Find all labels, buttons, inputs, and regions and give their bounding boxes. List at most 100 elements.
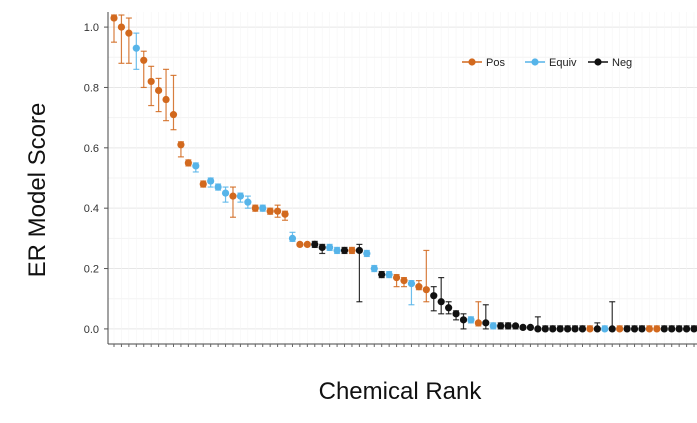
data-point-equiv [407,280,416,288]
legend-key-point [468,58,476,66]
legend-key-point [531,58,539,66]
data-point-pos [147,77,155,86]
data-point-pos [422,286,430,294]
data-point-neg [534,325,542,333]
error-bar [118,14,125,64]
error-bar [125,17,132,64]
data-point-neg [668,325,676,333]
data-point-pos [140,56,148,64]
data-point-neg [675,325,683,333]
x-tick-marks [113,344,695,347]
data-point-pos [199,180,207,188]
data-point-pos [616,325,624,333]
data-point-pos [184,159,192,167]
data-point-pos [273,207,282,215]
data-points [110,14,697,333]
y-tick-label: 1.0 [84,22,99,34]
data-point-equiv [601,325,609,333]
data-point-equiv [333,246,341,255]
data-point-pos [110,14,118,22]
legend: Pos Equiv Neg [462,57,632,69]
data-point-pos [155,86,163,95]
y-axis-title: ER Model Score [24,102,51,278]
data-point-neg [437,298,445,306]
y-tick-label: 0.2 [84,264,99,276]
y-tick-label: 0.8 [84,82,99,94]
data-point-neg [608,325,616,333]
legend-label: Equiv [549,57,577,69]
data-point-equiv [207,177,215,185]
error-bar [229,186,236,218]
data-point-equiv [244,198,252,206]
data-point-neg [445,304,453,312]
data-point-pos [229,192,237,200]
data-point-neg [318,243,326,252]
data-point-neg [511,322,520,330]
data-point-pos [251,204,259,212]
error-bar [170,74,177,131]
data-point-equiv [132,44,140,52]
data-point-neg [497,322,505,330]
data-point-neg [556,325,564,333]
data-point-pos [474,319,482,327]
data-point-pos [400,277,408,285]
data-point-pos [392,274,401,282]
data-point-neg [519,323,527,331]
data-point-neg [578,325,587,333]
data-point-neg [623,325,631,333]
data-point-equiv [385,270,393,279]
data-point-neg [340,246,349,255]
data-point-pos [266,207,274,215]
data-point-pos [177,141,185,149]
data-point-pos [645,325,654,333]
data-point-equiv [489,322,497,330]
data-point-pos [162,95,170,104]
data-point-equiv [467,316,475,324]
error-bar [163,68,170,122]
data-point-pos [125,29,133,37]
grid-layer [107,12,697,345]
legend-label: Neg [612,57,632,69]
data-point-pos [281,210,289,218]
y-tick-labels: 0.0 0.2 0.4 0.6 0.8 1.0 [84,22,108,336]
error-bar [155,77,162,113]
data-point-pos [348,246,356,255]
data-point-pos [303,240,311,248]
data-point-neg [355,246,363,255]
data-point-neg [378,270,386,279]
data-point-neg [311,240,319,248]
data-point-neg [682,325,691,333]
x-axis-title: Chemical Rank [318,378,482,405]
y-tick-label: 0.4 [84,203,99,215]
data-point-pos [653,325,661,333]
data-point-neg [430,292,438,300]
legend-key-point [594,58,602,66]
data-point-neg [564,325,572,333]
data-point-equiv [363,249,371,258]
data-point-equiv [326,243,334,252]
data-point-neg [660,325,668,333]
data-point-pos [296,240,304,248]
data-point-equiv [192,162,200,170]
data-point-neg [526,323,535,331]
data-point-neg [690,325,697,333]
data-point-equiv [288,234,297,242]
data-point-pos [117,23,126,31]
error-bar [438,277,445,315]
data-point-neg [504,322,512,330]
y-tick-label: 0.0 [84,324,99,336]
data-point-neg [452,310,460,318]
data-point-neg [549,325,557,333]
data-point-neg [638,325,646,333]
data-point-pos [169,111,178,119]
legend-label: Pos [486,57,505,69]
data-point-neg [593,325,601,333]
data-point-equiv [370,264,378,273]
data-point-neg [630,325,639,333]
y-tick-label: 0.6 [84,143,99,155]
data-point-equiv [259,204,267,212]
data-point-neg [571,325,579,333]
data-point-equiv [214,183,222,191]
data-point-pos [586,325,594,333]
